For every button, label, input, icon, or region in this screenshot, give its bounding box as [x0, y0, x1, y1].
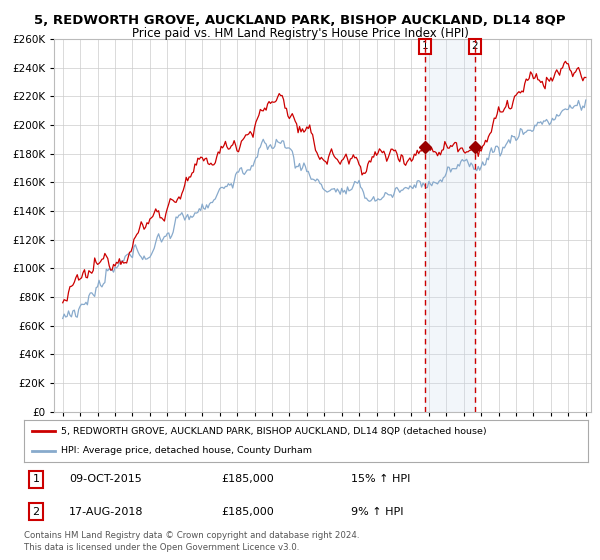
Text: 17-AUG-2018: 17-AUG-2018	[69, 507, 143, 517]
Text: Price paid vs. HM Land Registry's House Price Index (HPI): Price paid vs. HM Land Registry's House …	[131, 27, 469, 40]
Text: 1: 1	[422, 41, 428, 52]
Text: 09-OCT-2015: 09-OCT-2015	[69, 474, 142, 484]
Text: HPI: Average price, detached house, County Durham: HPI: Average price, detached house, Coun…	[61, 446, 311, 455]
Text: 15% ↑ HPI: 15% ↑ HPI	[351, 474, 410, 484]
Text: Contains HM Land Registry data © Crown copyright and database right 2024.
This d: Contains HM Land Registry data © Crown c…	[24, 531, 359, 552]
Text: 1: 1	[32, 474, 40, 484]
Bar	[425, 39, 475, 412]
Text: 5, REDWORTH GROVE, AUCKLAND PARK, BISHOP AUCKLAND, DL14 8QP: 5, REDWORTH GROVE, AUCKLAND PARK, BISHOP…	[34, 14, 566, 27]
Text: £185,000: £185,000	[221, 507, 274, 517]
Text: 9% ↑ HPI: 9% ↑ HPI	[351, 507, 404, 517]
Text: 5, REDWORTH GROVE, AUCKLAND PARK, BISHOP AUCKLAND, DL14 8QP (detached house): 5, REDWORTH GROVE, AUCKLAND PARK, BISHOP…	[61, 427, 486, 436]
Text: £185,000: £185,000	[221, 474, 274, 484]
Text: 2: 2	[472, 41, 478, 52]
Text: 2: 2	[32, 507, 40, 517]
